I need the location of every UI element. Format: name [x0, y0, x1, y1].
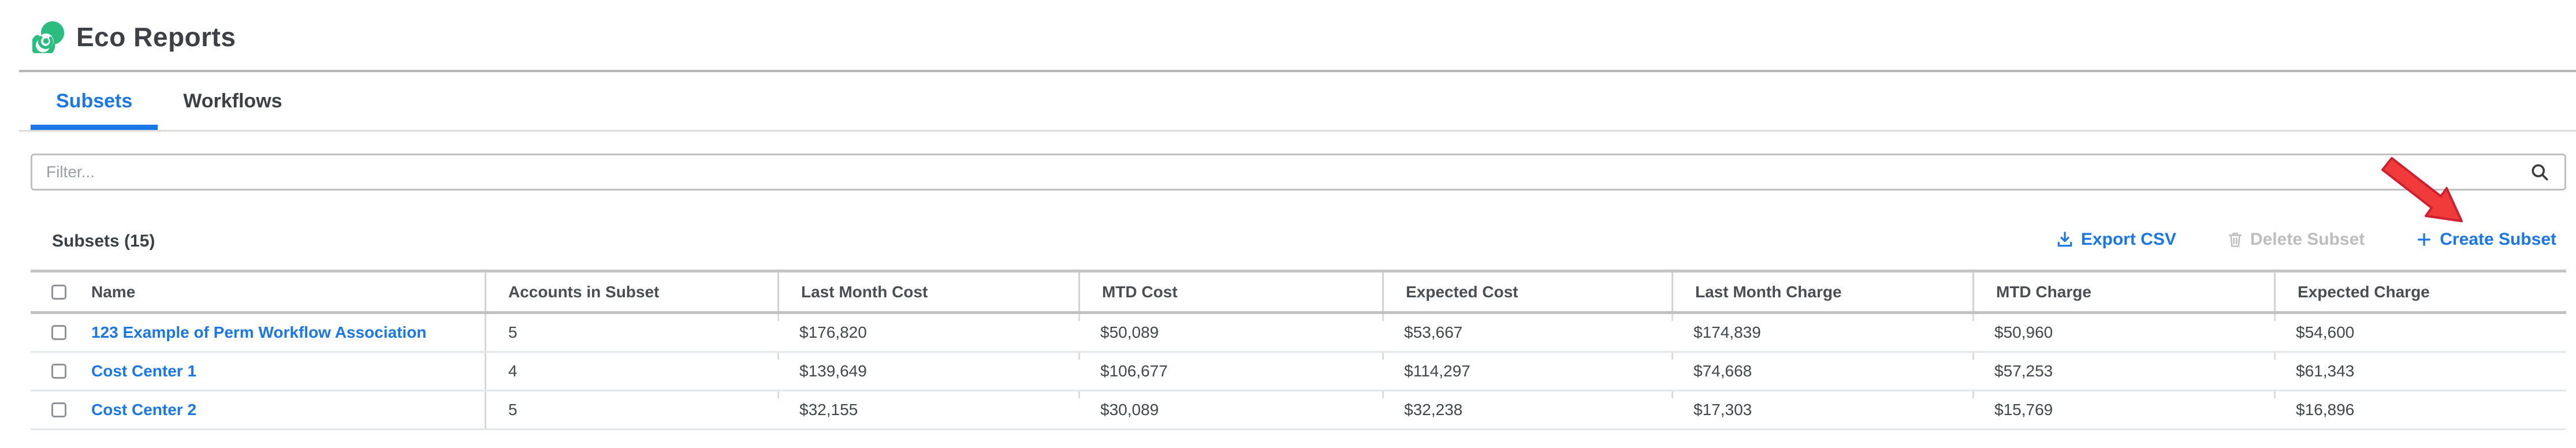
header-mtd-charge: MTD Charge [1972, 272, 2274, 311]
table-row: Cost Center 2 5 $32,155 $30,089 $32,238 … [31, 391, 2566, 430]
cell-expected-cost: $53,667 [1382, 314, 1672, 351]
export-csv-label: Export CSV [2080, 230, 2176, 249]
toolbar-actions: Export CSV Delete Subset Create Subset [2056, 230, 2556, 249]
tab-subsets-label: Subsets [56, 89, 133, 112]
tabs-divider [19, 130, 2576, 132]
cell-expected-charge: $16,896 [2274, 391, 2566, 428]
cell-last-month-cost: $176,820 [777, 314, 1078, 351]
table-header-row: Name Accounts in Subset Last Month Cost … [31, 270, 2566, 314]
download-icon [2056, 230, 2074, 249]
delete-subset-button[interactable]: Delete Subset [2227, 230, 2365, 249]
cell-accounts: 4 [485, 353, 777, 390]
trash-icon [2227, 231, 2243, 248]
header-name: Name [31, 272, 485, 311]
cell-last-month-charge: $174,839 [1672, 314, 1972, 351]
plus-icon [2415, 231, 2433, 248]
create-subset-label: Create Subset [2440, 230, 2556, 249]
cell-expected-cost: $114,297 [1382, 353, 1672, 390]
cell-accounts: 5 [485, 391, 777, 428]
cell-expected-charge: $54,600 [2274, 314, 2566, 351]
export-csv-button[interactable]: Export CSV [2056, 230, 2176, 249]
tab-bar: Subsets Workflows [31, 72, 308, 130]
tab-subsets[interactable]: Subsets [31, 72, 158, 130]
select-all-checkbox[interactable] [51, 284, 66, 300]
header-accounts-in-subset: Accounts in Subset [485, 272, 777, 311]
subset-name-link[interactable]: Cost Center 2 [91, 401, 197, 419]
row-checkbox[interactable] [51, 325, 66, 340]
page-title: Eco Reports [76, 22, 236, 52]
subsets-count-heading: Subsets (15) [52, 232, 155, 251]
header-mtd-cost: MTD Cost [1078, 272, 1382, 311]
table-row: Cost Center 1 4 $139,649 $106,677 $114,2… [31, 353, 2566, 391]
header-expected-cost: Expected Cost [1382, 272, 1672, 311]
table-row: 123 Example of Perm Workflow Association… [31, 314, 2566, 353]
cell-last-month-charge: $17,303 [1672, 391, 1972, 428]
eco-reports-logo-icon [32, 21, 65, 53]
header-expected-charge: Expected Charge [2274, 272, 2566, 311]
subsets-table: Name Accounts in Subset Last Month Cost … [31, 270, 2566, 430]
header-last-month-cost: Last Month Cost [777, 272, 1078, 311]
row-checkbox[interactable] [51, 402, 66, 417]
tab-workflows[interactable]: Workflows [158, 72, 307, 130]
header-divider [19, 70, 2576, 72]
subset-name-link[interactable]: Cost Center 1 [91, 362, 197, 380]
cell-accounts: 5 [485, 314, 777, 351]
cell-mtd-cost: $50,089 [1078, 314, 1382, 351]
delete-subset-label: Delete Subset [2250, 230, 2365, 249]
search-icon[interactable] [2529, 162, 2550, 182]
cell-mtd-cost: $30,089 [1078, 391, 1382, 428]
app-header: Eco Reports [32, 21, 236, 53]
filter-bar [31, 154, 2566, 191]
filter-input[interactable] [31, 154, 2566, 191]
cell-mtd-charge: $15,769 [1972, 391, 2274, 428]
cell-mtd-charge: $57,253 [1972, 353, 2274, 390]
subset-name-link[interactable]: 123 Example of Perm Workflow Association [91, 323, 427, 341]
create-subset-button[interactable]: Create Subset [2415, 230, 2556, 249]
cell-last-month-cost: $139,649 [777, 353, 1078, 390]
cell-mtd-charge: $50,960 [1972, 314, 2274, 351]
tab-workflows-label: Workflows [183, 89, 282, 112]
row-checkbox[interactable] [51, 364, 66, 379]
cell-last-month-cost: $32,155 [777, 391, 1078, 428]
cell-last-month-charge: $74,668 [1672, 353, 1972, 390]
cell-mtd-cost: $106,677 [1078, 353, 1382, 390]
cell-expected-cost: $32,238 [1382, 391, 1672, 428]
cell-expected-charge: $61,343 [2274, 353, 2566, 390]
header-last-month-charge: Last Month Charge [1672, 272, 1972, 311]
